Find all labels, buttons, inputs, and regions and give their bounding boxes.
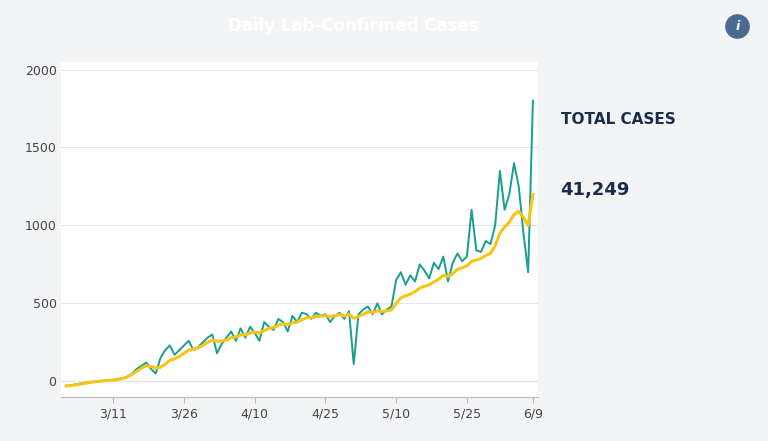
- Text: 41,249: 41,249: [561, 181, 630, 198]
- Text: TOTAL CASES: TOTAL CASES: [561, 112, 675, 127]
- Text: Daily Lab-Confirmed Cases: Daily Lab-Confirmed Cases: [228, 18, 478, 35]
- Text: i: i: [735, 20, 740, 33]
- Point: [731, 23, 743, 30]
